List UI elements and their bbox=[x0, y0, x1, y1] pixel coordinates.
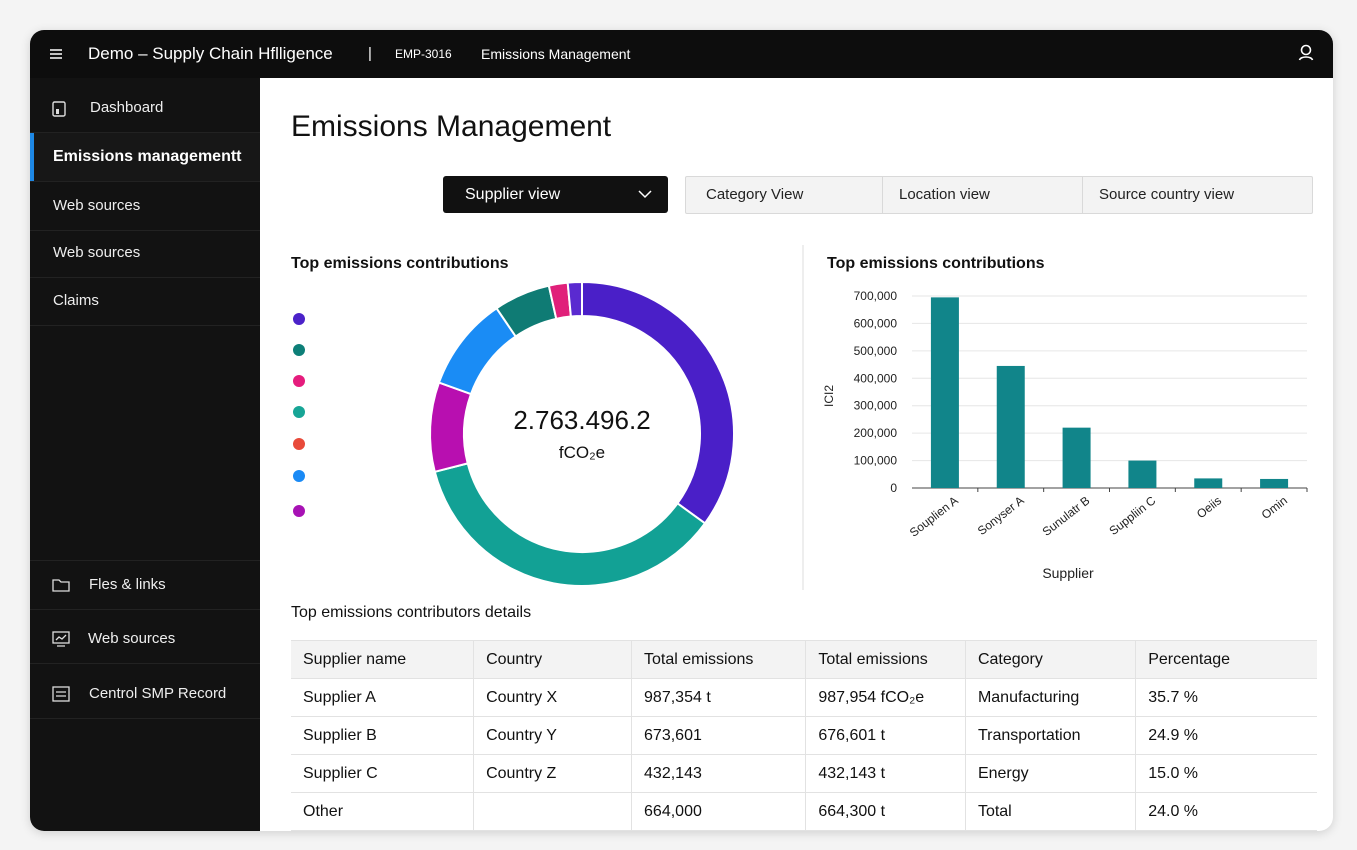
table-cell: Country X bbox=[473, 678, 633, 717]
nav-icon bbox=[52, 101, 66, 117]
nav-icon bbox=[52, 579, 70, 592]
nav-item[interactable]: Centrol SMP Record bbox=[30, 670, 260, 719]
table-cell: Country Y bbox=[473, 716, 633, 755]
table-cell: Energy bbox=[965, 754, 1137, 793]
tab[interactable]: Category View bbox=[686, 177, 883, 213]
sidebar: Dashboard Emissions managementt Web sour… bbox=[30, 78, 260, 831]
table-cell: Country Z bbox=[473, 754, 633, 793]
table-cell: Supplier C bbox=[291, 754, 475, 793]
table-row: Supplier B Country Y 673,601 676,601 t Trans… bbox=[291, 716, 1317, 755]
nav-label: Claims bbox=[53, 292, 99, 309]
separator: | bbox=[368, 45, 372, 62]
active-indicator bbox=[30, 133, 34, 181]
table-cell: 987,354 t bbox=[631, 678, 807, 717]
nav-label: Centrol SMP Record bbox=[89, 685, 227, 702]
nav-item[interactable]: Web sources bbox=[30, 615, 260, 664]
column-header: Percentage bbox=[1135, 640, 1317, 679]
nav-item[interactable]: Dashboard bbox=[30, 84, 260, 133]
table-body: Supplier A Country X 987,354 t 987,954 fCO₂… bbox=[291, 678, 1317, 831]
table-cell: Supplier A bbox=[291, 678, 475, 717]
table-row: Other 664,000 664,300 t Total 24.0 % bbox=[291, 792, 1317, 831]
details-table: Supplier name Country Total emissions Total… bbox=[291, 640, 1317, 831]
column-header: Total emissions bbox=[805, 640, 966, 679]
table-cell: 673,601 bbox=[631, 716, 807, 755]
table-row: Supplier C Country Z 432,143 432,143 t Energ… bbox=[291, 754, 1317, 793]
table-cell: 987,954 fCO₂e bbox=[805, 678, 966, 717]
column-header: Supplier name bbox=[291, 640, 475, 679]
table-cell: Other bbox=[291, 792, 475, 831]
column-header: Country bbox=[473, 640, 633, 679]
select-label: Supplier view bbox=[465, 186, 561, 203]
table-cell: 432,143 t bbox=[805, 754, 966, 793]
tab[interactable]: Location view bbox=[883, 177, 1083, 213]
table-row: Supplier A Country X 987,354 t 987,954 fCO₂… bbox=[291, 678, 1317, 717]
table-cell: 432,143 bbox=[631, 754, 807, 793]
user-icon[interactable] bbox=[1298, 44, 1314, 62]
nav-label: Dashboard bbox=[90, 99, 164, 116]
top-bar: Demo – Supply Chain Hflligence | EMP-301… bbox=[30, 30, 1333, 78]
table-cell: 664,300 t bbox=[805, 792, 966, 831]
column-header: Total emissions bbox=[631, 640, 807, 679]
app-window: Demo – Supply Chain Hflligence | EMP-301… bbox=[30, 30, 1333, 831]
nav-label: Web sources bbox=[53, 197, 141, 214]
table-cell: 676,601 t bbox=[805, 716, 966, 755]
table-cell: Supplier B bbox=[291, 716, 475, 755]
view-select[interactable]: Supplier view bbox=[443, 176, 668, 213]
nav-icon bbox=[52, 686, 70, 702]
nav-label: Web sources bbox=[53, 244, 141, 261]
table-cell: 15.0 % bbox=[1135, 754, 1317, 793]
nav-item[interactable]: Fles & links bbox=[30, 560, 260, 610]
table-header: Supplier name Country Total emissions Total… bbox=[291, 640, 1317, 679]
tab[interactable]: Source country view bbox=[1099, 186, 1235, 203]
table-cell: 24.9 % bbox=[1135, 716, 1317, 755]
nav-label: Fles & links bbox=[89, 576, 166, 593]
menu-icon[interactable] bbox=[49, 47, 63, 61]
table-cell: 35.7 % bbox=[1135, 678, 1317, 717]
table-cell: 664,000 bbox=[631, 792, 807, 831]
table-cell: 24.0 % bbox=[1135, 792, 1317, 831]
app-title: Demo – Supply Chain Hflligence bbox=[88, 44, 333, 63]
table-cell: Transportation bbox=[965, 716, 1137, 755]
nav-item[interactable]: Emissions managementt bbox=[30, 133, 260, 182]
nav-item[interactable]: Claims bbox=[30, 277, 260, 326]
nav-item[interactable]: Web sources bbox=[30, 182, 260, 231]
nav-label: Emissions managementt bbox=[53, 148, 242, 165]
column-header: Category bbox=[965, 640, 1137, 679]
nav-label: Web sources bbox=[88, 630, 176, 647]
chevron bbox=[638, 190, 652, 199]
table-cell: Total bbox=[965, 792, 1137, 831]
table-title: Top emissions contributors details bbox=[291, 604, 532, 621]
record-code: EMP-3016 bbox=[395, 47, 452, 61]
table-cell: Manufacturing bbox=[965, 678, 1137, 717]
section-name: Emissions Management bbox=[481, 46, 631, 62]
view-tabs: Category View Location view Source count… bbox=[685, 176, 1313, 214]
table-cell bbox=[473, 792, 633, 831]
nav-item[interactable]: Web sources bbox=[30, 229, 260, 278]
page-title: Emissions Management bbox=[291, 110, 612, 143]
nav-icon bbox=[52, 631, 70, 647]
